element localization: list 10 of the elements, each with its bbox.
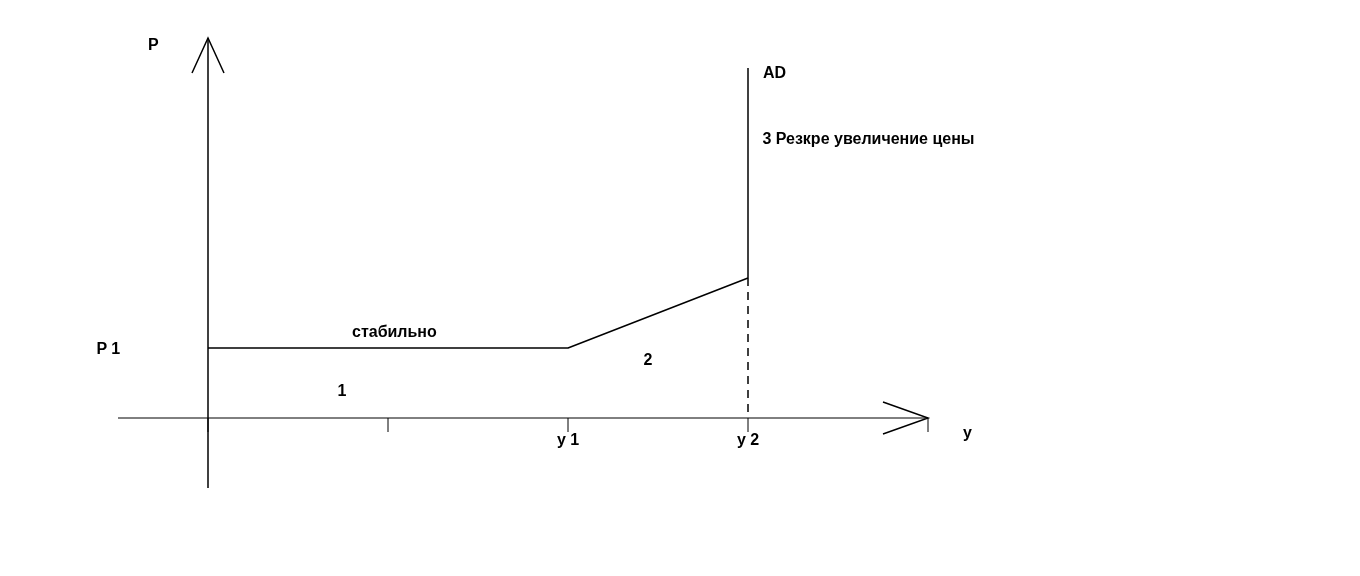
annotation: 2 [643,350,653,368]
x-axis-title: y [963,424,972,441]
y-axis-title: P [148,36,159,53]
series-label: AD [763,64,787,81]
annotation: стабильно [352,322,438,340]
annotation: P 1 [96,340,121,357]
annotation: 3 Резкре увеличение цены [762,130,975,147]
x-tick-label: y 2 [736,431,760,449]
x-tick-label: y 1 [556,431,580,449]
annotation: 1 [337,382,347,399]
